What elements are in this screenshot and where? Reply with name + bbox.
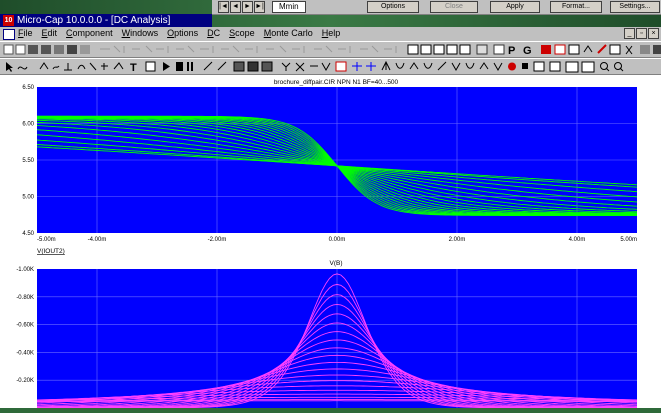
top-curve-series [37, 115, 637, 216]
x-tick-label: 0.00m [329, 237, 346, 243]
last-page-button[interactable]: ►| [254, 1, 265, 13]
top-plot-x-label[interactable]: V(IOUT2) [37, 248, 65, 255]
main-window: File Edit Component Windows Options DC S… [0, 27, 661, 409]
text-tool-icon[interactable]: T [130, 62, 137, 74]
close-button[interactable]: Close [430, 1, 478, 13]
property-window-strip: |◄ ◄ ► ►| Mmin Options Close Apply Forma… [212, 0, 661, 15]
disabled-edit-icons [100, 45, 397, 53]
menu-options[interactable]: Options [167, 28, 199, 38]
bottom-curve-series [36, 354, 638, 408]
bottom-curve-series [37, 400, 637, 403]
close-icon[interactable]: × [648, 28, 659, 39]
bottom-curve-series [36, 396, 638, 401]
y-tick-label: 4.50 [22, 231, 34, 237]
probe-g-icon[interactable]: G [523, 45, 532, 57]
menu-bar: File Edit Component Windows Options DC S… [0, 27, 661, 40]
y-tick-label: -0.20K [16, 378, 34, 384]
apply-button[interactable]: Apply [490, 1, 540, 13]
y-tick-label: 5.50 [22, 158, 34, 164]
menu-file[interactable]: File [18, 28, 33, 38]
bottom-curve-series [37, 347, 637, 409]
bottom-plot-grid [37, 269, 637, 408]
settings-button[interactable]: Settings... [610, 1, 660, 13]
prev-page-button[interactable]: ◄ [230, 1, 241, 13]
top-plot-y-ticks: 6.50 6.00 5.50 5.00 4.50 [22, 85, 34, 237]
y-tick-label: -0.40K [16, 350, 34, 356]
analysis-plots: brochure_diffpair.CIR NPN N1 BF=40...500… [16, 79, 638, 409]
next-page-button[interactable]: ► [242, 1, 253, 13]
cursor-mode-icons[interactable] [281, 60, 503, 72]
probe-p-icon[interactable]: P [508, 45, 515, 57]
bottom-curve-series [37, 361, 637, 408]
minimize-icon[interactable]: _ [624, 28, 635, 39]
bottom-curve-series [36, 393, 638, 401]
first-page-button[interactable]: |◄ [218, 1, 229, 13]
bottom-curve-series [36, 374, 638, 406]
playback-icons[interactable] [145, 61, 193, 72]
window-layout-icons[interactable] [407, 44, 505, 55]
toolbar-drawing: T [0, 58, 661, 75]
plot-area: brochure_diffpair.CIR NPN N1 BF=40...500… [0, 75, 661, 409]
y-tick-label: -0.80K [16, 295, 34, 301]
bottom-plot-y-label: V(B) [330, 260, 343, 267]
app-icon: 10 [3, 15, 14, 26]
view-tool-icons[interactable] [508, 61, 624, 73]
tab-mmin[interactable]: Mmin [272, 1, 306, 13]
restore-icon[interactable]: ▫ [636, 28, 647, 39]
window-controls: _ ▫ × [624, 28, 659, 39]
top-plot-curves [36, 115, 638, 216]
page-nav: |◄ ◄ ► ►| [218, 1, 265, 13]
x-tick-label: 4.00m [569, 237, 586, 243]
y-tick-label: 6.00 [22, 122, 34, 128]
x-tick-label: -4.00m [88, 237, 107, 243]
bottom-curve-series [36, 339, 638, 409]
menu-edit[interactable]: Edit [41, 28, 58, 38]
menu-component[interactable]: Component [66, 28, 113, 38]
file-toolbar-icons[interactable] [3, 44, 90, 55]
select-arrow-icon[interactable] [6, 62, 13, 72]
analysis-tool-icons[interactable] [541, 44, 661, 55]
x-tick-label: 5.00m [620, 237, 637, 243]
line-tool-icons[interactable] [203, 61, 273, 72]
top-plot-x-ticks: -5.00m -4.00m -2.00m 0.00m 2.00m 4.00m 5.00m [37, 237, 637, 243]
bottom-curve-series [36, 368, 638, 407]
toolbar-drawing-icons: T [6, 60, 624, 74]
y-tick-label: -1.00K [16, 267, 34, 273]
menu-dc[interactable]: DC [207, 28, 221, 38]
y-tick-label: 5.00 [22, 195, 34, 201]
top-plot-title: brochure_diffpair.CIR NPN N1 BF=40...500 [274, 79, 399, 86]
bottom-plot-y-ticks: -1.00K -0.80K -0.60K -0.40K -0.20K [16, 267, 34, 384]
menu-monte-carlo[interactable]: Monte Carlo [263, 28, 313, 38]
x-tick-label: -5.00m [37, 237, 56, 243]
toolbar-main: P G [0, 41, 661, 58]
x-tick-label: -2.00m [208, 237, 227, 243]
window-title: Micro-Cap 10.0.0.0 - [DC Analysis] [17, 15, 171, 26]
curve-tool-icons[interactable] [17, 62, 124, 71]
menu-help[interactable]: Help [321, 28, 341, 38]
title-bar: 10 Micro-Cap 10.0.0.0 - [DC Analysis] [0, 14, 212, 27]
bottom-curve-series [36, 385, 638, 402]
y-tick-label: -0.60K [16, 323, 34, 329]
document-icon[interactable] [3, 29, 15, 40]
x-tick-label: 2.00m [449, 237, 466, 243]
format-button[interactable]: Format... [550, 1, 602, 13]
options-button[interactable]: Options [367, 1, 419, 13]
menu-scope[interactable]: Scope [229, 28, 255, 38]
y-tick-label: 6.50 [22, 85, 34, 91]
toolbar-main-icons: P G [3, 44, 661, 57]
menu-windows[interactable]: Windows [121, 28, 159, 38]
bottom-curve-series [36, 380, 638, 404]
